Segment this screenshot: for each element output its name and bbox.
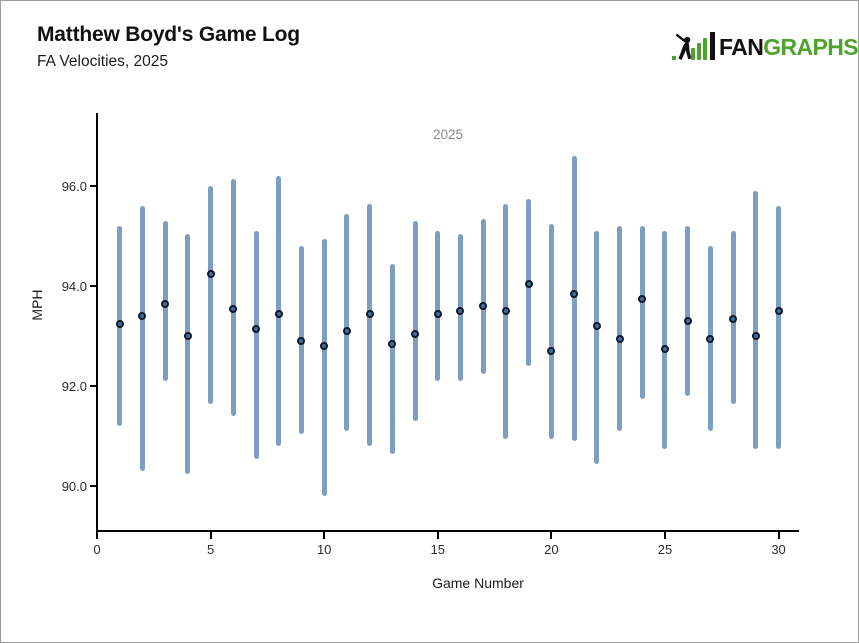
range-bar xyxy=(594,231,600,464)
x-tick-mark xyxy=(209,532,212,539)
range-bar xyxy=(617,226,623,431)
mean-point xyxy=(615,334,624,343)
x-tick-label: 10 xyxy=(316,542,332,557)
mean-point xyxy=(592,322,601,330)
range-bar xyxy=(480,218,486,374)
range-bar xyxy=(389,263,395,454)
range-bar xyxy=(685,226,691,396)
mean-point xyxy=(365,309,374,318)
legend-label: 2025 xyxy=(432,127,464,142)
mean-point xyxy=(342,327,351,335)
mean-point xyxy=(161,299,170,308)
mean-point xyxy=(138,312,147,320)
y-tick-mark xyxy=(90,285,97,287)
x-tick-label: 20 xyxy=(544,542,559,557)
mean-point xyxy=(183,332,192,340)
mean-point xyxy=(501,307,510,315)
mean-point xyxy=(115,319,124,328)
x-tick-label: 15 xyxy=(430,542,445,557)
mean-point xyxy=(411,329,420,338)
x-tick-label: 30 xyxy=(771,542,786,557)
range-bar xyxy=(344,213,350,431)
mean-point xyxy=(751,332,760,340)
fangraphs-logo: FAN GRAPHS xyxy=(669,29,858,65)
range-bar xyxy=(753,191,759,449)
y-tick-label: 96.0 xyxy=(61,178,87,194)
range-bar xyxy=(412,221,418,421)
mean-point xyxy=(524,279,533,288)
mean-point xyxy=(388,339,397,348)
y-tick-label: 90.0 xyxy=(61,478,87,494)
x-axis-title: Game Number xyxy=(432,575,524,591)
fangraphs-logo-icon xyxy=(672,32,715,60)
mean-point xyxy=(660,344,669,353)
range-bar xyxy=(208,186,214,404)
mean-point xyxy=(297,337,306,345)
x-axis-line xyxy=(96,530,799,532)
x-tick-mark xyxy=(96,532,98,539)
y-tick-mark xyxy=(90,385,97,387)
range-bar xyxy=(139,206,145,471)
range-bar xyxy=(185,233,191,474)
range-bar xyxy=(571,156,577,441)
mean-point xyxy=(570,289,579,298)
mean-point xyxy=(774,307,783,315)
mean-point xyxy=(456,307,465,315)
mean-point xyxy=(274,309,283,318)
range-bar xyxy=(230,178,236,416)
page-title: Matthew Boyd's Game Log xyxy=(37,23,300,46)
range-bar xyxy=(776,206,782,449)
x-tick-mark xyxy=(323,532,326,539)
page-subtitle: FA Velocities, 2025 xyxy=(37,53,168,70)
batter-silhouette-icon xyxy=(676,33,692,60)
logo-text-fan: FAN xyxy=(719,34,764,60)
y-axis-line xyxy=(96,113,98,532)
mean-point xyxy=(638,294,647,303)
range-bar xyxy=(503,203,509,439)
mean-point xyxy=(229,304,238,313)
x-tick-label: 5 xyxy=(206,542,215,557)
mean-point xyxy=(729,314,738,323)
x-tick-mark xyxy=(663,532,666,539)
mean-point xyxy=(206,269,215,278)
logo-text-graphs: GRAPHS xyxy=(763,34,859,60)
range-bar xyxy=(253,231,259,459)
mean-point xyxy=(320,342,329,350)
range-bar xyxy=(321,238,327,496)
range-bar xyxy=(548,223,554,439)
x-tick-mark xyxy=(550,532,553,539)
y-tick-mark xyxy=(90,485,97,487)
range-bar xyxy=(367,203,373,446)
y-tick-label: 92.0 xyxy=(61,378,87,394)
x-tick-mark xyxy=(436,532,439,539)
x-tick-mark xyxy=(777,532,780,539)
mean-point xyxy=(479,302,488,310)
y-tick-label: 94.0 xyxy=(61,278,87,294)
range-bar xyxy=(435,231,441,381)
range-bar xyxy=(662,231,668,449)
mean-point xyxy=(706,334,715,343)
mean-point xyxy=(433,309,442,318)
range-bar xyxy=(639,226,645,399)
x-tick-label: 0 xyxy=(93,542,101,557)
x-tick-label: 25 xyxy=(657,542,673,557)
mean-point xyxy=(547,347,556,355)
mean-point xyxy=(683,317,692,325)
y-tick-mark xyxy=(90,185,97,187)
mean-point xyxy=(252,324,261,333)
